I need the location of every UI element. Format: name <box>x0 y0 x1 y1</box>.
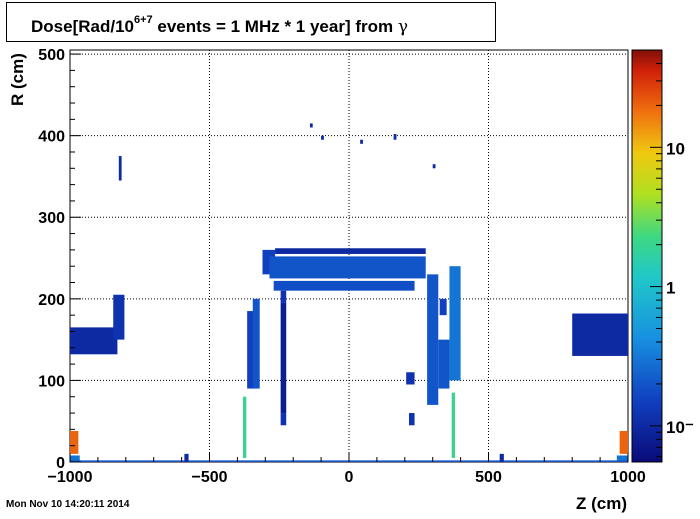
dose-cell <box>616 455 628 462</box>
colorbar-tick-label: 1 <box>666 279 675 298</box>
dose-cell <box>280 290 287 303</box>
y-tick-label: 200 <box>38 292 65 309</box>
axes: −1000 −500 0 500 1000 0 100 200 300 400 500 <box>38 47 646 486</box>
dose-cell <box>247 311 255 389</box>
title-prefix: Dose[Rad/10 <box>31 17 134 36</box>
dose-cell <box>360 139 363 144</box>
colorbar-tick-label: 10⁻ <box>666 418 694 437</box>
dose-cell <box>113 294 125 340</box>
dose-cell <box>451 392 456 458</box>
chart-title: Dose[Rad/106+7 events = 1 MHz * 1 year] … <box>31 14 409 37</box>
title-particle: γ <box>397 17 409 37</box>
y-tick-label: 100 <box>38 373 65 390</box>
dose-cell <box>70 327 118 355</box>
dose-cell <box>321 135 324 140</box>
dose-cell <box>432 164 436 169</box>
dose-cell <box>118 156 122 181</box>
dose-cell <box>619 430 628 454</box>
dose-cell <box>275 248 426 254</box>
y-axis-label: R (cm) <box>8 53 27 106</box>
plot-frame <box>69 49 629 463</box>
dose-cell <box>499 453 504 462</box>
dose-cell <box>280 302 287 414</box>
dose-cell <box>572 313 628 356</box>
dose-cell <box>70 455 80 462</box>
colorbar-tick-label: 10 <box>666 139 685 158</box>
dose-cell <box>309 123 313 128</box>
y-tick-label: 400 <box>38 129 65 146</box>
dose-cell <box>438 339 450 389</box>
dose-cell <box>70 430 79 454</box>
title-box: Dose[Rad/106+7 events = 1 MHz * 1 year] … <box>6 2 496 42</box>
dose-cell <box>280 413 287 426</box>
dose-cell <box>184 453 189 462</box>
dose-cell <box>393 134 397 140</box>
dose-cell <box>408 413 415 426</box>
title-superscript: 6+7 <box>133 14 153 26</box>
y-tick-label: 500 <box>38 47 65 64</box>
dose-cell <box>406 372 415 385</box>
y-tick-label: 0 <box>56 455 65 472</box>
dose-cell <box>273 280 415 291</box>
x-axis-label: Z (cm) <box>576 494 627 513</box>
dose-cell <box>439 298 447 316</box>
grid-lines <box>70 50 628 462</box>
y-tick-label: 300 <box>38 210 65 227</box>
dose-cell <box>427 274 439 405</box>
title-suffix: events = 1 MHz * 1 year] from <box>152 17 398 36</box>
timestamp: Mon Nov 10 14:20:11 2014 <box>6 499 130 510</box>
colorbar-ticks: 10⁻ 1 10 <box>650 49 694 458</box>
x-tick-label: −500 <box>191 469 227 486</box>
dose-cell <box>242 396 247 458</box>
dose-cell <box>449 266 461 381</box>
x-tick-label: 500 <box>475 469 502 486</box>
dose-cell <box>252 298 260 389</box>
colorbar <box>631 49 663 463</box>
x-tick-label: −1000 <box>48 469 93 486</box>
dose-cell <box>269 256 426 279</box>
x-tick-label: 1000 <box>610 469 646 486</box>
x-tick-label: 0 <box>345 469 354 486</box>
